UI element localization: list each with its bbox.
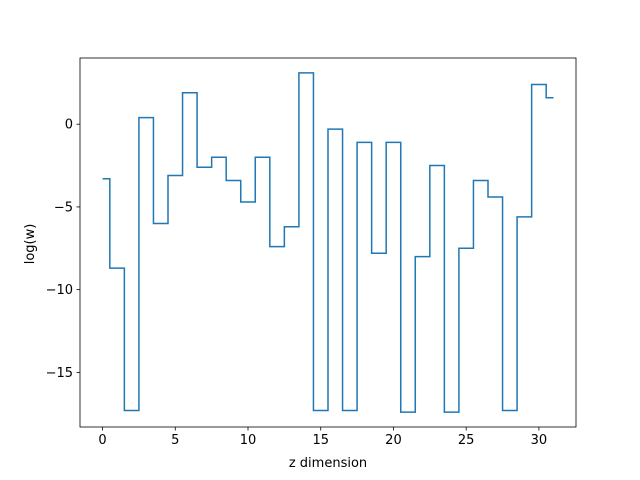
x-tick-label: 25 (458, 433, 475, 448)
x-tick-label: 5 (171, 433, 179, 448)
plot-frame (79, 57, 577, 428)
y-axis-label: log(w) (23, 224, 38, 265)
axis-ticks: 0 5 10 15 20 25 30 −15 −10 −5 0 (46, 118, 548, 448)
plot-area (79, 57, 577, 428)
x-tick-label: 10 (240, 433, 257, 448)
x-tick-label: 30 (531, 433, 548, 448)
x-tick-label: 20 (385, 433, 402, 448)
x-tick-label: 15 (312, 433, 329, 448)
y-tick-label: 0 (65, 118, 73, 133)
y-tick-label: −15 (46, 366, 73, 381)
series-line (102, 72, 554, 413)
y-tick-label: −5 (54, 200, 73, 215)
x-axis-label: z dimension (289, 456, 367, 471)
x-tick-label: 0 (98, 433, 106, 448)
y-tick-label: −10 (46, 283, 73, 298)
